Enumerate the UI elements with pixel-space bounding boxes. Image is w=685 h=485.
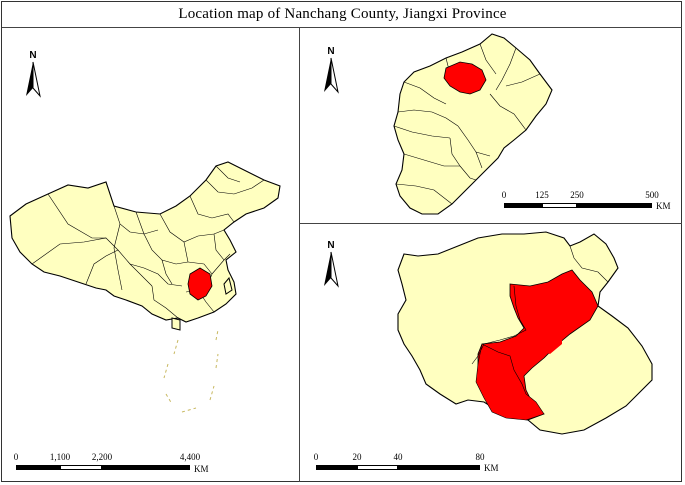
north-label: N xyxy=(327,240,335,251)
title-divider xyxy=(2,27,682,28)
nanchang-panel: N 0 20 40 80 KM xyxy=(300,224,682,482)
jiangxi-highlight xyxy=(187,267,213,301)
scale-tick: 250 xyxy=(570,190,584,200)
scale-segment-black xyxy=(398,465,480,470)
province-boundaries xyxy=(31,165,265,319)
north-label: N xyxy=(29,50,37,61)
china-map xyxy=(9,161,281,413)
jiangxi-map xyxy=(393,33,553,215)
north-arrow-jiangxi: N xyxy=(320,46,342,94)
scale-tick: 2,200 xyxy=(91,452,113,462)
scale-segment-black xyxy=(16,465,60,470)
hainan-island xyxy=(171,317,181,331)
map-title: Location map of Nanchang County, Jiangxi… xyxy=(178,6,507,22)
nanchang-county-highlight-south xyxy=(475,343,545,421)
north-arrow-icon xyxy=(324,57,339,94)
scale-unit: KM xyxy=(194,464,209,474)
scale-tick: 20 xyxy=(352,452,362,462)
scale-tick: 0 xyxy=(501,190,507,200)
north-arrow-nanchang: N xyxy=(320,240,342,288)
scale-bar-nanchang: 0 20 40 80 KM xyxy=(314,452,514,476)
south-china-sea-islands xyxy=(163,329,219,413)
scale-tick: 40 xyxy=(393,452,403,462)
jiangxi-panel: N 0 125 250 500 xyxy=(300,28,682,223)
scale-segment-black xyxy=(316,465,357,470)
scale-bar-china: 0 1,100 2,200 4,400 KM xyxy=(14,452,214,476)
china-mainland xyxy=(9,161,281,323)
scale-tick: 4,400 xyxy=(179,452,201,462)
nanchang-highlight xyxy=(443,61,487,95)
scale-segment-white xyxy=(542,203,577,208)
scale-tick: 500 xyxy=(645,190,659,200)
scale-bar-jiangxi: 0 125 250 500 KM xyxy=(502,190,680,214)
china-panel: N xyxy=(2,28,299,482)
scale-segment-white xyxy=(60,465,102,470)
scale-tick: 1,100 xyxy=(49,452,71,462)
nanchang-map xyxy=(397,231,653,435)
scale-segment-black xyxy=(504,203,542,208)
taiwan-island xyxy=(223,276,233,295)
panel-divider-vertical xyxy=(299,28,300,482)
scale-unit: KM xyxy=(656,201,671,211)
north-arrow-icon xyxy=(26,61,41,98)
scale-segment-white xyxy=(357,465,398,470)
nanchang-county-connector xyxy=(528,318,562,354)
scale-segment-black xyxy=(102,465,190,470)
scale-tick: 80 xyxy=(475,452,485,462)
north-arrow-icon xyxy=(324,251,339,288)
scale-tick: 0 xyxy=(13,452,19,462)
scale-unit: KM xyxy=(484,463,499,473)
county-boundary-west xyxy=(471,285,527,365)
scale-tick: 0 xyxy=(313,452,319,462)
north-label: N xyxy=(327,46,335,57)
panel-divider-horizontal xyxy=(300,223,682,224)
county-boundaries xyxy=(569,245,609,283)
scale-tick: 125 xyxy=(535,190,549,200)
scale-segment-black xyxy=(577,203,652,208)
china-outline xyxy=(9,161,281,331)
north-arrow-china: N xyxy=(22,50,44,98)
jiangxi-outline xyxy=(393,33,553,215)
